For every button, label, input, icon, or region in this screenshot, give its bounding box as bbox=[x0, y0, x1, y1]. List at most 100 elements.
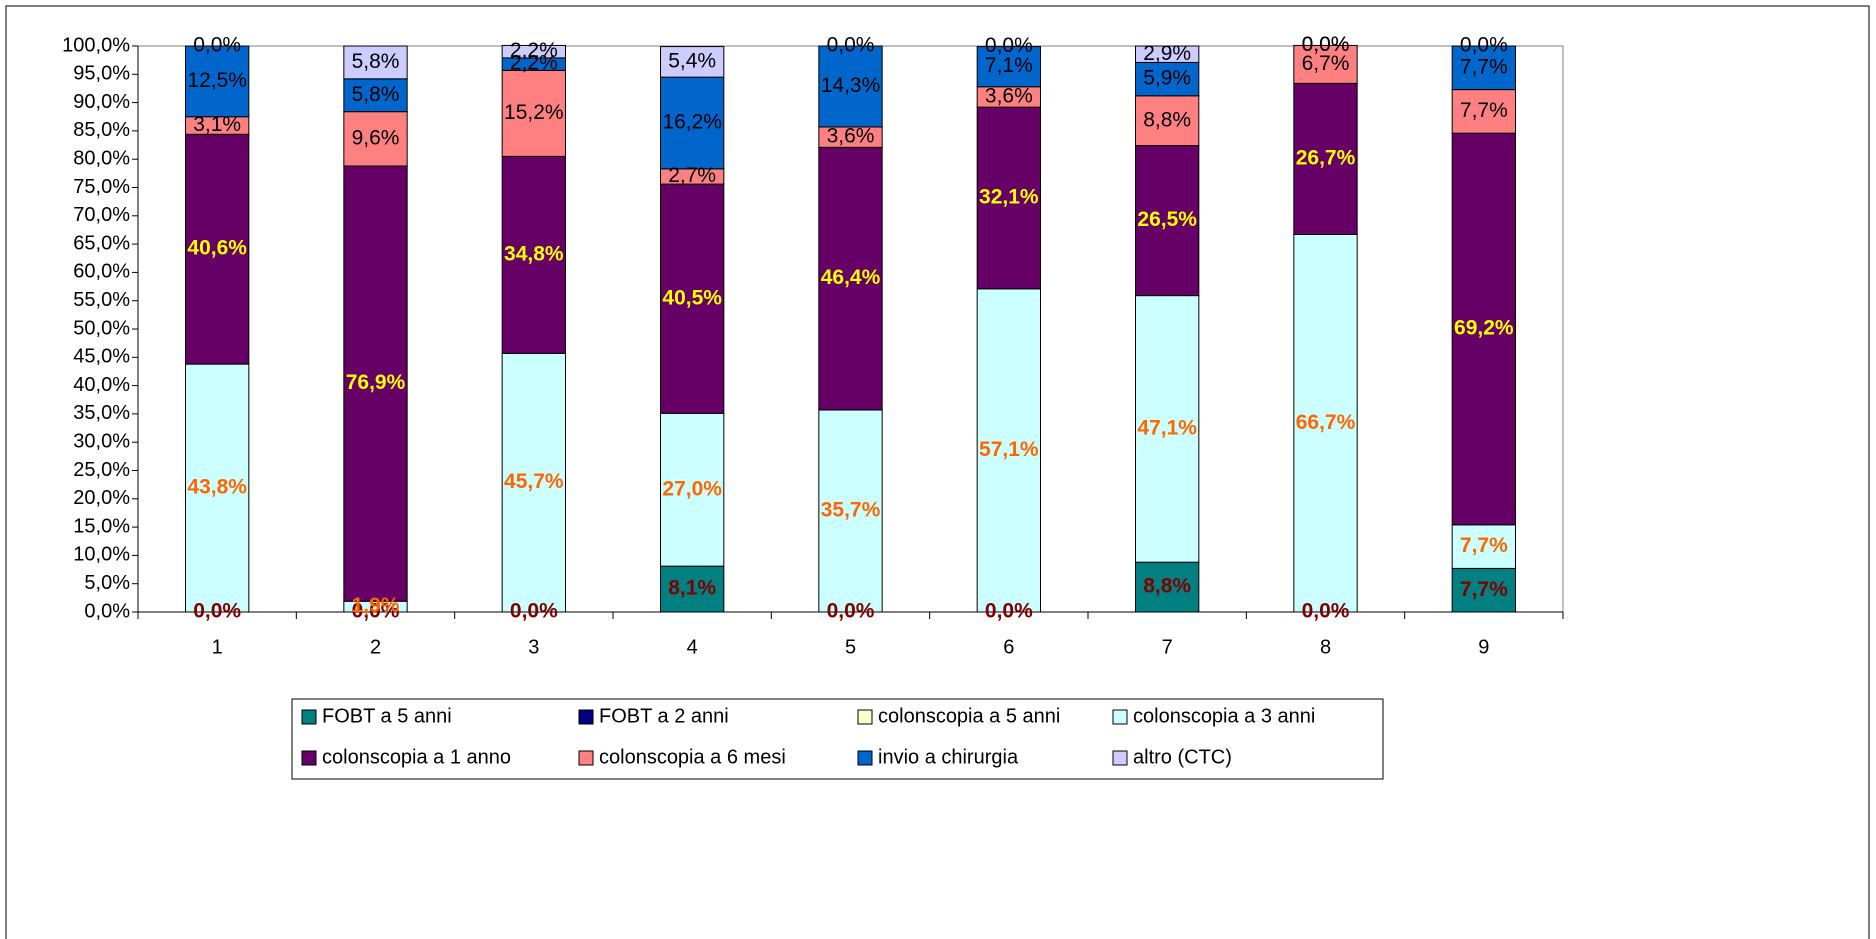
bar-segment bbox=[1135, 295, 1200, 563]
data-label: 0,0% bbox=[1302, 33, 1350, 56]
data-label: 7,7% bbox=[1460, 578, 1508, 601]
data-label: 5,9% bbox=[1143, 67, 1191, 90]
y-tick-label: 70,0% bbox=[73, 204, 130, 226]
bar-segment bbox=[1451, 45, 1516, 91]
data-label: 5,4% bbox=[668, 49, 716, 72]
data-label: 14,3% bbox=[821, 74, 881, 97]
legend-swatch bbox=[857, 750, 873, 766]
bar-segment bbox=[185, 363, 250, 613]
y-tick-label: 40,0% bbox=[73, 374, 130, 396]
bar-segment bbox=[1135, 561, 1200, 613]
y-tick-label: 50,0% bbox=[73, 317, 130, 339]
y-tick-label: 15,0% bbox=[73, 515, 130, 537]
y-tick-label: 80,0% bbox=[73, 147, 130, 169]
bar-segment bbox=[660, 565, 725, 613]
data-label: 27,0% bbox=[662, 477, 722, 500]
bar-segment bbox=[501, 44, 566, 59]
y-tick-label: 55,0% bbox=[73, 289, 130, 311]
bar-segment bbox=[1293, 233, 1358, 613]
data-label: 7,7% bbox=[1460, 534, 1508, 557]
y-tick-label: 10,0% bbox=[73, 544, 130, 566]
y-tick-label: 85,0% bbox=[73, 119, 130, 141]
y-tick-label: 30,0% bbox=[73, 430, 130, 452]
data-label: 3,6% bbox=[827, 125, 875, 148]
legend-label: altro (CTC) bbox=[1133, 746, 1232, 768]
data-label: 0,0% bbox=[827, 34, 875, 57]
data-label: 46,4% bbox=[821, 266, 881, 289]
bar-segment bbox=[976, 288, 1042, 613]
data-label: 2,2% bbox=[510, 52, 558, 75]
data-label: 2,9% bbox=[1143, 42, 1191, 65]
data-label: 57,1% bbox=[979, 438, 1039, 461]
y-tick-label: 5,0% bbox=[84, 572, 130, 594]
legend-swatch bbox=[301, 750, 317, 766]
bar-segment bbox=[1135, 95, 1200, 147]
data-label: 7,1% bbox=[985, 54, 1033, 77]
data-label: 8,8% bbox=[1143, 108, 1191, 131]
legend-label: invio a chirurgia bbox=[878, 746, 1019, 768]
legend-swatch bbox=[578, 750, 594, 766]
bar-segment bbox=[1293, 44, 1358, 84]
legend-label: colonscopia a 5 anni bbox=[878, 705, 1060, 727]
data-label: 7,7% bbox=[1460, 99, 1508, 122]
bar-segment bbox=[343, 111, 408, 167]
data-label: 32,1% bbox=[979, 186, 1039, 209]
data-label: 5,8% bbox=[352, 50, 400, 73]
data-label: 0,0% bbox=[352, 600, 400, 623]
bar-segment bbox=[1451, 524, 1516, 569]
legend-label: colonscopia a 1 anno bbox=[322, 746, 511, 768]
y-tick-label: 20,0% bbox=[73, 487, 130, 509]
data-label: 7,7% bbox=[1460, 55, 1508, 78]
bar-segment bbox=[818, 409, 883, 613]
y-tick-label: 35,0% bbox=[73, 402, 130, 424]
data-label: 34,8% bbox=[504, 242, 564, 265]
data-label: 6,7% bbox=[1302, 52, 1350, 75]
x-tick-label: 4 bbox=[687, 636, 698, 658]
bar-segment bbox=[1135, 145, 1200, 297]
legend-label: colonscopia a 3 anni bbox=[1133, 705, 1315, 727]
bar-segment bbox=[501, 352, 566, 613]
bar-segment bbox=[1451, 132, 1516, 526]
bar-segment bbox=[343, 45, 408, 80]
data-label: 40,6% bbox=[187, 237, 247, 260]
bar-segment bbox=[185, 133, 250, 365]
legend-swatch bbox=[857, 709, 873, 725]
data-label: 0,0% bbox=[1302, 600, 1350, 623]
x-tick-label: 7 bbox=[1162, 636, 1173, 658]
data-label: 47,1% bbox=[1137, 416, 1197, 439]
data-label: 0,0% bbox=[827, 600, 875, 623]
y-tick-label: 95,0% bbox=[73, 63, 130, 85]
x-tick-label: 3 bbox=[528, 636, 539, 658]
x-tick-label: 5 bbox=[845, 636, 856, 658]
data-label: 0,0% bbox=[1460, 34, 1508, 57]
bar-segment bbox=[501, 69, 566, 157]
bar-segment bbox=[660, 412, 725, 567]
bar-segment bbox=[185, 45, 250, 118]
bar-segment bbox=[1451, 89, 1516, 134]
x-tick-label: 6 bbox=[1003, 636, 1014, 658]
x-tick-label: 9 bbox=[1478, 636, 1489, 658]
data-label: 8,1% bbox=[668, 577, 716, 600]
legend-swatch bbox=[301, 709, 317, 725]
data-label: 26,7% bbox=[1296, 146, 1356, 169]
data-label: 26,5% bbox=[1137, 208, 1197, 231]
legend-label: FOBT a 5 anni bbox=[322, 705, 452, 727]
data-label: 1,9% bbox=[352, 594, 400, 617]
x-tick-label: 2 bbox=[370, 636, 381, 658]
legend-swatch bbox=[578, 709, 594, 725]
legend-label: FOBT a 2 anni bbox=[599, 705, 729, 727]
y-tick-label: 90,0% bbox=[73, 91, 130, 113]
data-label: 8,8% bbox=[1143, 575, 1191, 598]
y-tick-label: 65,0% bbox=[73, 232, 130, 254]
data-label: 43,8% bbox=[187, 476, 247, 499]
bar-segment bbox=[1293, 82, 1358, 235]
x-tick-label: 8 bbox=[1320, 636, 1331, 658]
data-label: 12,5% bbox=[187, 69, 247, 92]
bar-segment bbox=[818, 45, 883, 128]
data-label: 0,0% bbox=[985, 34, 1033, 57]
bar-segment bbox=[501, 155, 566, 354]
data-label: 3,1% bbox=[193, 113, 241, 136]
x-tick-label: 1 bbox=[212, 636, 223, 658]
data-label: 69,2% bbox=[1454, 317, 1514, 340]
